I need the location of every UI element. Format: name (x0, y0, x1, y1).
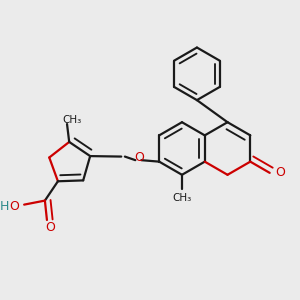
Text: O: O (275, 167, 285, 179)
Text: H: H (0, 200, 9, 213)
Text: O: O (10, 200, 20, 213)
Text: CH₃: CH₃ (172, 193, 192, 203)
Text: O: O (45, 221, 55, 234)
Text: O: O (134, 151, 144, 164)
Text: CH₃: CH₃ (62, 115, 81, 124)
